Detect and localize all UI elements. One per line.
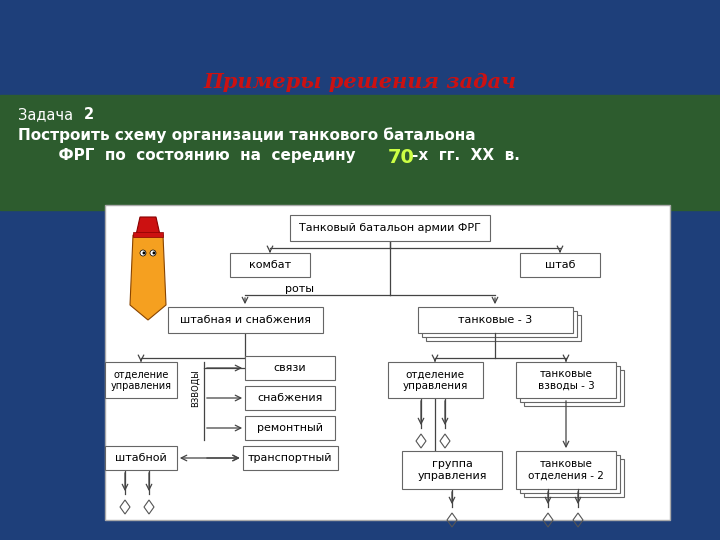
Text: танковые
отделения - 2: танковые отделения - 2 xyxy=(528,459,604,481)
Bar xyxy=(516,362,616,398)
Bar xyxy=(245,386,335,410)
Text: Примеры решения задач: Примеры решения задач xyxy=(204,72,516,92)
Bar xyxy=(290,215,490,241)
Text: штабная и снабжения: штабная и снабжения xyxy=(179,315,310,325)
Bar xyxy=(524,370,624,406)
Text: транспортный: транспортный xyxy=(248,453,332,463)
Bar xyxy=(245,416,335,440)
Bar xyxy=(105,362,177,398)
Text: снабжения: снабжения xyxy=(257,393,323,403)
Text: отделение
управления: отделение управления xyxy=(402,369,468,391)
Polygon shape xyxy=(136,217,160,235)
Text: комбат: комбат xyxy=(249,260,291,270)
Bar xyxy=(105,205,670,520)
Bar xyxy=(402,451,502,489)
Bar xyxy=(524,459,624,497)
Text: танковые - 3: танковые - 3 xyxy=(458,315,532,325)
Text: штаб: штаб xyxy=(545,260,575,270)
Text: танковые
взводы - 3: танковые взводы - 3 xyxy=(538,369,595,391)
Circle shape xyxy=(150,250,156,256)
Text: -х  гг.  ХХ  в.: -х гг. ХХ в. xyxy=(412,148,520,163)
Bar xyxy=(0,95,720,210)
Bar xyxy=(520,366,620,402)
Bar xyxy=(243,446,338,470)
Bar xyxy=(516,451,616,489)
Bar xyxy=(168,307,323,333)
Bar xyxy=(105,446,177,470)
Circle shape xyxy=(143,252,145,254)
Text: Танковый батальон армии ФРГ: Танковый батальон армии ФРГ xyxy=(299,223,481,233)
Text: 70: 70 xyxy=(388,148,415,167)
Text: Задача: Задача xyxy=(18,107,73,122)
Circle shape xyxy=(153,252,156,254)
Text: ФРГ  по  состоянию  на  середину: ФРГ по состоянию на середину xyxy=(48,148,361,163)
Bar xyxy=(387,362,482,398)
Text: отделение
управления: отделение управления xyxy=(110,369,171,391)
Text: ремонтный: ремонтный xyxy=(257,423,323,433)
Bar xyxy=(520,455,620,493)
Text: 2: 2 xyxy=(84,107,94,122)
Circle shape xyxy=(140,250,146,256)
Text: роты: роты xyxy=(285,284,314,294)
Bar xyxy=(418,307,572,333)
Bar xyxy=(520,253,600,277)
Text: группа
управления: группа управления xyxy=(418,459,487,481)
Text: ВЗВОДЫ: ВЗВОДЫ xyxy=(191,369,199,407)
Text: штабной: штабной xyxy=(115,453,167,463)
Text: Построить схему организации танкового батальона: Построить схему организации танкового ба… xyxy=(18,127,476,143)
Bar xyxy=(133,232,163,237)
Bar xyxy=(426,315,580,341)
Polygon shape xyxy=(130,235,166,320)
Bar xyxy=(230,253,310,277)
Bar xyxy=(421,311,577,337)
Text: связи: связи xyxy=(274,363,306,373)
Bar xyxy=(245,356,335,380)
